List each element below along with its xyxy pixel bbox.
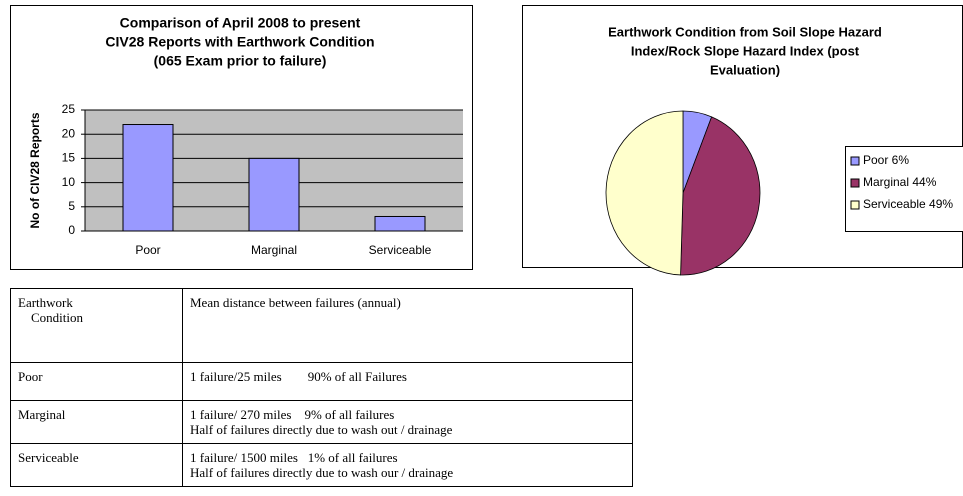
- chart-title: Index/Rock Slope Hazard Index (post: [631, 43, 860, 58]
- cell-text: Poor: [18, 369, 43, 384]
- chart-title: CIV28 Reports with Earthwork Condition: [105, 34, 374, 50]
- cell-text: Earthwork: [18, 295, 73, 310]
- table-cell: 1 failure/25 miles 90% of all Failures: [182, 362, 633, 401]
- table-cell: Mean distance between failures (annual): [182, 288, 633, 363]
- y-tick-label: 15: [62, 151, 76, 165]
- x-tick-label: Serviceable: [369, 243, 432, 257]
- y-tick-label: 20: [62, 126, 76, 140]
- table-cell: 1 failure/ 1500 miles 1% of all failures…: [182, 443, 633, 487]
- table-cell: Serviceable: [10, 443, 183, 487]
- cell-text: Marginal: [18, 407, 66, 422]
- legend-label: Serviceable 49%: [863, 197, 953, 211]
- y-tick-label: 0: [68, 223, 75, 237]
- chart-title: Evaluation): [710, 62, 780, 77]
- table-cell: Marginal: [10, 400, 183, 444]
- pie-slice: [605, 110, 684, 276]
- x-tick-label: Marginal: [251, 243, 297, 257]
- cell-text: Condition: [18, 310, 84, 325]
- bar: [122, 124, 174, 232]
- y-tick-label: 10: [62, 175, 76, 189]
- cell-text: 1 failure/ 270 miles 9% of all failures: [190, 407, 395, 422]
- failure-table: Earthwork Condition Mean distance between…: [10, 288, 633, 487]
- cell-text: 1 failure/ 1500 miles 1% of all failures: [190, 450, 398, 465]
- table-cell: Poor: [10, 362, 183, 401]
- chart-title: (065 Exam prior to failure): [154, 53, 327, 69]
- cell-text: Mean distance between failures (annual): [190, 295, 401, 310]
- table-body: Earthwork Condition Mean distance between…: [10, 288, 633, 487]
- cell-text: Serviceable: [18, 450, 79, 465]
- cell-text: Half of failures directly due to wash ou…: [190, 422, 453, 437]
- chart-title: Comparison of April 2008 to present: [120, 15, 361, 31]
- y-axis-label: No of CIV28 Reports: [28, 112, 42, 228]
- x-tick-label: Poor: [135, 243, 160, 257]
- legend-label: Poor 6%: [863, 153, 909, 167]
- bar: [248, 157, 300, 232]
- table-cell: 1 failure/ 270 miles 9% of all failures H…: [182, 400, 633, 444]
- legend-label: Marginal 44%: [863, 175, 937, 189]
- bar: [374, 215, 426, 232]
- cell-text: 1 failure/25 miles 90% of all Failures: [190, 369, 407, 384]
- legend-swatch: [850, 178, 860, 188]
- legend-swatch: [850, 156, 860, 166]
- legend-swatch: [850, 200, 860, 210]
- table-row: Poor 1 failure/25 miles 90% of all Failur…: [10, 362, 633, 401]
- charts: Comparison of April 2008 to present CIV28…: [10, 5, 963, 276]
- y-tick-label: 25: [62, 102, 76, 116]
- y-tick-label: 5: [68, 199, 75, 213]
- chart-title: Earthwork Condition from Soil Slope Haza…: [608, 24, 882, 39]
- table-row: Serviceable 1 failure/ 1500 miles 1% of a…: [10, 443, 633, 487]
- table-cell: Earthwork Condition: [10, 288, 183, 363]
- table-row: Earthwork Condition Mean distance between…: [10, 288, 633, 363]
- legend-box: [845, 146, 963, 232]
- cell-text: Half of failures directly due to wash ou…: [190, 465, 454, 480]
- table-row: Marginal 1 failure/ 270 miles 9% of all f…: [10, 400, 633, 444]
- pie-slice: [680, 116, 761, 276]
